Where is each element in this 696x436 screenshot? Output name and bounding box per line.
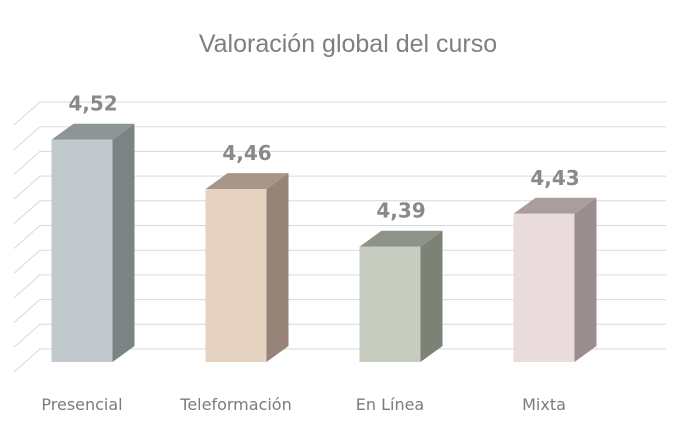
gridline — [13, 323, 666, 348]
bars — [51, 123, 597, 362]
category-label: Mixta — [522, 395, 566, 414]
bar-top — [359, 230, 443, 247]
bar-side — [574, 197, 597, 362]
chart-title: Valoración global del curso — [199, 30, 497, 58]
gridline — [13, 299, 666, 323]
data-label: 4,46 — [222, 141, 271, 165]
category-labels: Presencial Teleformación En Línea Mixta — [41, 395, 566, 414]
bar — [359, 230, 443, 362]
bar-side — [420, 230, 443, 362]
bar-front — [513, 213, 575, 362]
gridline — [13, 200, 666, 225]
gridline — [13, 274, 666, 299]
gridline — [13, 225, 666, 249]
bar-top — [513, 197, 597, 214]
bar — [205, 173, 289, 362]
data-labels: 4,52 4,46 4,39 4,43 — [68, 92, 579, 223]
bar-side — [266, 173, 289, 362]
gridline — [13, 249, 666, 274]
data-label: 4,39 — [376, 199, 425, 223]
gridlines — [13, 101, 666, 373]
data-label: 4,52 — [68, 92, 117, 116]
gridline — [13, 101, 666, 126]
bar — [513, 197, 597, 362]
gridline — [13, 126, 666, 151]
bar-front — [51, 139, 113, 362]
category-label: Teleformación — [179, 395, 291, 414]
data-label: 4,43 — [530, 166, 579, 190]
gridline — [13, 348, 666, 373]
bar-top — [51, 123, 135, 140]
gridline — [13, 175, 666, 200]
bar-front — [205, 189, 267, 362]
gridline — [13, 150, 666, 175]
bar-side — [112, 123, 135, 362]
bar-top — [205, 173, 289, 190]
category-label: En Línea — [356, 395, 424, 414]
bar — [51, 123, 135, 362]
category-label: Presencial — [41, 395, 122, 414]
bar-front — [359, 246, 421, 362]
